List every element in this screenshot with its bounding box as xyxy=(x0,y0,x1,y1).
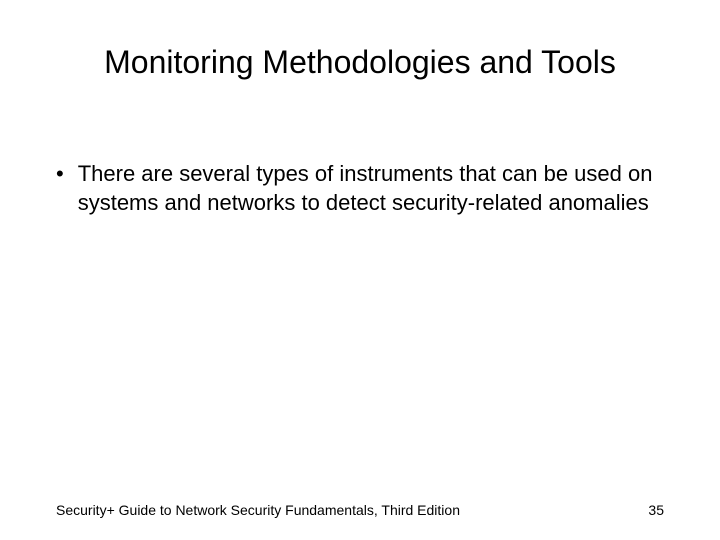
footer: Security+ Guide to Network Security Fund… xyxy=(56,502,664,518)
slide-container: Monitoring Methodologies and Tools • The… xyxy=(0,0,720,540)
page-number: 35 xyxy=(648,502,664,518)
bullet-item: • There are several types of instruments… xyxy=(56,160,664,217)
footer-text: Security+ Guide to Network Security Fund… xyxy=(56,502,460,518)
bullet-marker: • xyxy=(56,160,64,189)
bullet-text: There are several types of instruments t… xyxy=(78,160,664,217)
slide-title: Monitoring Methodologies and Tools xyxy=(0,44,720,81)
content-area: • There are several types of instruments… xyxy=(56,160,664,229)
